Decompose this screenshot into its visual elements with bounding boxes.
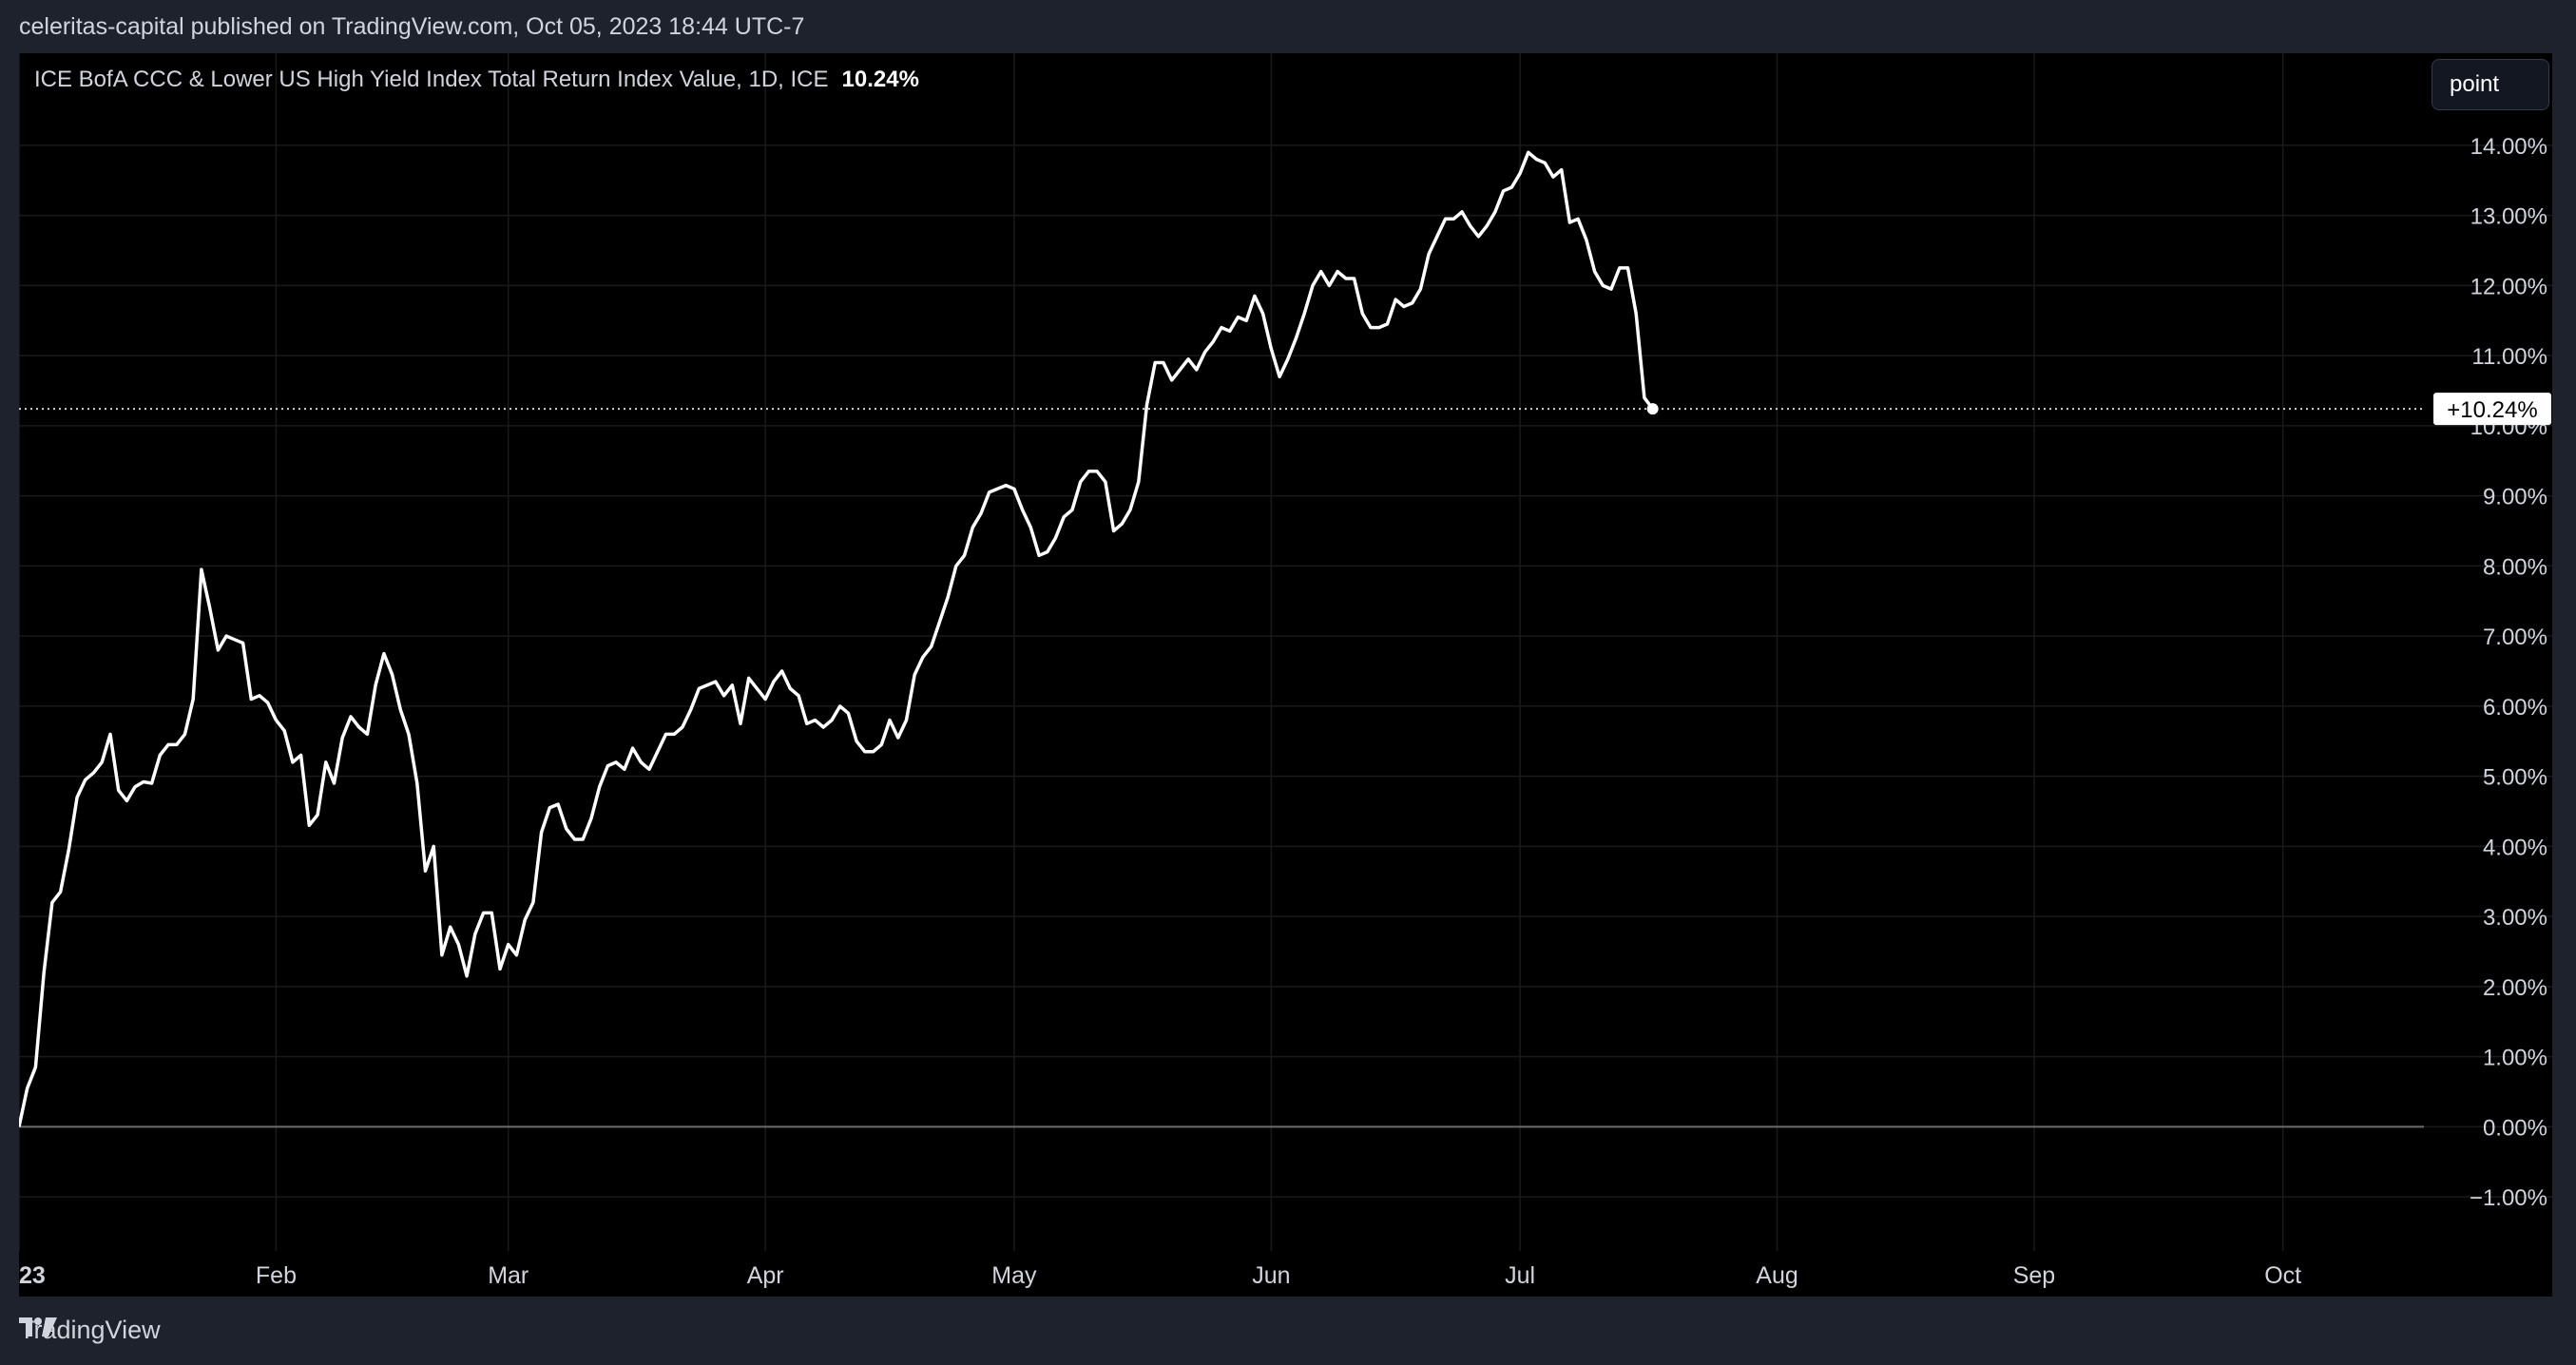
x-tick-label: Aug [1756, 1262, 1797, 1289]
y-tick-label: 1.00% [2483, 1046, 2547, 1071]
scale-point-button[interactable]: point [2432, 59, 2549, 110]
y-tick-label: 3.00% [2483, 905, 2547, 931]
price-chart[interactable]: −1.00% 0.00% 1.00% 2.00% 3.00% 4.00% 5.00% 6.00… [19, 53, 2552, 1297]
series-line [19, 150, 1655, 1127]
x-tick-label: May [991, 1262, 1037, 1289]
x-tick-label: Jun [1252, 1262, 1290, 1289]
y-tick-label: 11.00% [2471, 344, 2547, 370]
brand-name: TradingView [19, 1316, 161, 1344]
x-tick-label: Oct [2264, 1262, 2301, 1289]
x-tick-label: Mar [488, 1262, 529, 1289]
x-tick-label: Feb [256, 1262, 297, 1289]
x-tick-label: Jul [1505, 1262, 1535, 1289]
y-tick-label: 7.00% [2483, 625, 2547, 650]
legend-title: ICE BofA CCC & Lower US High Yield Index… [34, 67, 829, 92]
legend-value: 10.24% [841, 67, 919, 92]
y-tick-label: 5.00% [2483, 765, 2547, 791]
last-value-badge [2433, 393, 2551, 426]
series-layer: +10.24% [19, 150, 2551, 1127]
last-value-label: +10.24% [2447, 397, 2537, 423]
x-axis: 23 Feb Mar Apr May Jun Jul Aug Sep Oct [19, 1262, 2301, 1289]
x-tick-label: Sep [2013, 1262, 2055, 1289]
y-tick-label: 6.00% [2483, 695, 2547, 721]
publish-attribution: celeritas-capital published on TradingVi… [0, 0, 2576, 53]
footer: TradingView [0, 1297, 2576, 1365]
x-tick-label: 23 [19, 1262, 46, 1289]
y-tick-label: 8.00% [2483, 554, 2547, 580]
y-tick-label: 2.00% [2483, 975, 2547, 1001]
y-tick-label: 0.00% [2483, 1115, 2547, 1141]
tradingview-brand[interactable]: TradingView [19, 1316, 161, 1345]
y-tick-label: 9.00% [2483, 485, 2547, 510]
y-tick-label: 4.00% [2483, 835, 2547, 860]
chart-area[interactable]: −1.00% 0.00% 1.00% 2.00% 3.00% 4.00% 5.00% 6.00… [19, 53, 2552, 1297]
grid-lines [19, 53, 2552, 1251]
tradingview-logo-icon [19, 1317, 57, 1336]
y-tick-label: 13.00% [2470, 204, 2547, 230]
y-tick-label: 14.00% [2470, 134, 2547, 160]
y-axis: −1.00% 0.00% 1.00% 2.00% 3.00% 4.00% 5.00% 6.00… [2470, 134, 2547, 1211]
y-tick-label: −1.00% [2470, 1185, 2547, 1211]
y-tick-label: 12.00% [2470, 274, 2547, 299]
x-tick-label: Apr [747, 1262, 784, 1289]
chart-legend: ICE BofA CCC & Lower US High Yield Index… [34, 67, 919, 93]
last-value-dot [1646, 403, 1659, 415]
